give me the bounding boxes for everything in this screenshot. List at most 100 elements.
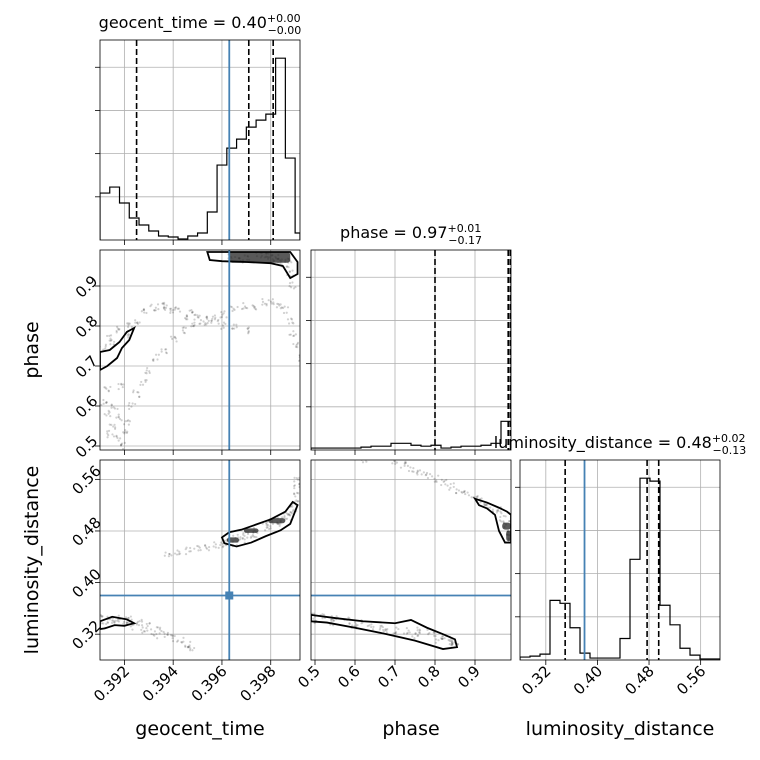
sample-point [279,262,282,265]
sample-point [115,331,118,334]
sample-point [242,302,245,305]
sample-point [116,619,119,622]
sample-point [289,333,292,336]
title-upper-error: +0.02 [712,432,746,445]
sample-point [111,619,114,622]
scatter-content-1 [96,476,300,652]
sample-point [169,309,172,312]
sample-point [288,514,292,517]
title-lower-error: −0.17 [448,234,482,247]
sample-point [449,638,452,641]
sample-point [210,319,213,322]
sample-point [426,628,429,631]
sample-point [177,553,180,556]
sample-point [441,637,444,641]
sample-point [441,635,444,638]
sample-point [110,406,113,409]
sample-point [102,348,105,351]
sample-point [415,471,418,475]
sample-point [144,371,147,374]
sample-point [331,618,334,621]
sample-point [114,426,117,429]
sample-point [285,517,289,520]
sample-point [335,615,338,618]
sample-point [235,323,238,326]
sample-point [418,631,421,634]
sample-point [433,631,436,634]
sample-point [206,317,209,320]
sample-point [380,624,383,627]
sample-point [450,640,454,644]
xtick-label-phase-2: 0.7 [374,662,404,692]
sample-point [148,622,151,625]
sample-point [351,624,354,627]
sample-point [182,331,185,334]
sample-point [182,326,186,329]
scatter-content-2 [311,460,511,650]
sample-point [164,551,167,554]
sample-point [451,639,454,642]
sample-point [403,462,406,465]
sample-point [291,269,294,272]
sample-point [168,307,172,310]
density-region-1 [506,530,511,542]
sample-point [391,462,394,465]
sample-point [127,333,130,336]
sample-point [136,620,139,623]
sample-point [204,543,207,547]
sample-point [502,520,505,523]
sample-point [181,326,184,329]
sample-point [321,613,324,616]
sample-point [272,301,275,304]
sample-point [140,310,143,313]
sample-point [184,645,187,648]
sample-point [154,306,157,309]
hist-bars-phase [311,268,511,450]
sample-point [191,649,194,652]
sample-point [418,631,421,635]
sample-point [239,536,242,539]
sample-point [290,261,293,264]
sample-point [292,492,296,495]
sample-point [293,480,296,483]
sample-point [104,343,108,346]
sample-point [476,496,479,499]
sample-point [153,309,156,312]
scatter-frame-2 [310,459,512,661]
sample-point [233,327,236,330]
sample-point [96,619,98,621]
sample-point [292,287,296,290]
sample-point [266,526,269,529]
sample-point [287,513,290,517]
sample-point [136,321,139,324]
sample-point [186,646,190,649]
sample-point [181,329,185,332]
sample-point [441,635,444,638]
sample-point [394,632,397,635]
sample-point [129,625,132,628]
sample-point [109,339,112,342]
sample-point [452,485,455,489]
sample-point [204,544,207,548]
sample-point [382,628,385,632]
sample-point [210,319,213,322]
sample-point [130,618,133,621]
title-upper-error: +0.01 [448,222,482,235]
sample-point [184,317,187,320]
sample-point [193,547,196,550]
sample-point [119,443,123,447]
xtick-label-luminosity_distance-0: 0.32 [518,662,554,698]
sample-point [108,423,111,426]
sample-point [366,624,369,628]
sample-point [169,335,173,338]
sample-point [444,483,447,486]
sample-point [275,306,279,309]
sample-point [253,305,256,309]
sample-point [170,554,173,557]
sample-point [296,343,299,346]
hist-panel-luminosity_distance: luminosity_distance = 0.48+0.02 −0.13 [494,432,746,665]
hist-grid-phase [311,250,511,450]
sample-point [106,334,109,338]
sample-point [296,500,299,503]
xtick-label-phase-0: 0.5 [294,662,324,692]
